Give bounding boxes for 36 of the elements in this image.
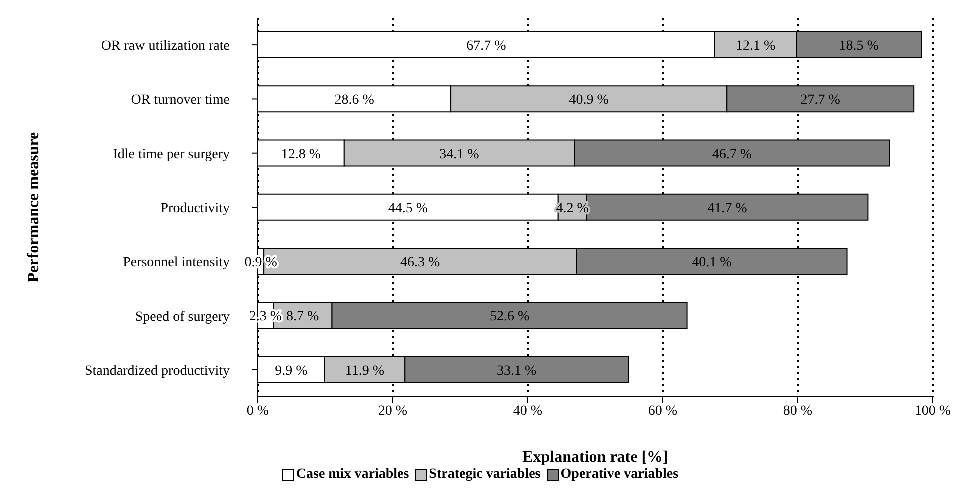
y-tick-label: OR turnover time <box>131 93 230 108</box>
data-label: 33.1 % <box>497 364 538 379</box>
data-label: 41.7 % <box>708 201 748 216</box>
x-tick-label: 100 % <box>914 404 952 419</box>
data-label: 40.9 % <box>569 93 610 108</box>
data-label: 34.1 % <box>440 147 480 162</box>
y-tick-label: Speed of surgery <box>135 310 230 325</box>
data-label: 27.7 % <box>800 93 841 108</box>
y-axis-title: Performance measure <box>26 132 43 283</box>
data-label: 46.7 % <box>712 147 752 162</box>
y-tick-label: Personnel intensity <box>123 256 230 271</box>
data-label: 8.7 % <box>286 310 320 325</box>
y-tick-label: Productivity <box>160 201 230 216</box>
data-label: 44.5 % <box>388 201 428 216</box>
data-label: 28.6 % <box>334 93 375 108</box>
data-label: 12.8 % <box>281 147 322 162</box>
x-axis-title: Explanation rate [%] <box>522 449 668 466</box>
data-label: 40.1 % <box>692 256 732 271</box>
x-tick-label: 60 % <box>648 404 678 419</box>
data-label: 9.9 % <box>275 364 308 379</box>
data-label: 12.1 % <box>736 39 776 54</box>
data-label: 52.6 % <box>490 310 530 325</box>
data-label: 67.7 % <box>466 39 507 54</box>
x-tick-label: 0 % <box>246 404 270 419</box>
x-tick-label: 40 % <box>513 404 543 419</box>
x-tick-label: 20 % <box>378 404 408 419</box>
legend-label: Operative variables <box>560 467 679 483</box>
data-label: 18.5 % <box>839 39 880 54</box>
data-label: 11.9 % <box>345 364 385 379</box>
x-tick-label: 80 % <box>783 404 813 419</box>
legend-label: Strategic variables <box>428 467 541 483</box>
legend-label: Case mix variables <box>295 467 410 483</box>
y-tick-label: OR raw utilization rate <box>101 39 230 54</box>
data-label: 46.3 % <box>400 256 440 271</box>
y-tick-label: Standardized productivity <box>84 364 230 379</box>
y-tick-label: Idle time per surgery <box>113 147 230 162</box>
